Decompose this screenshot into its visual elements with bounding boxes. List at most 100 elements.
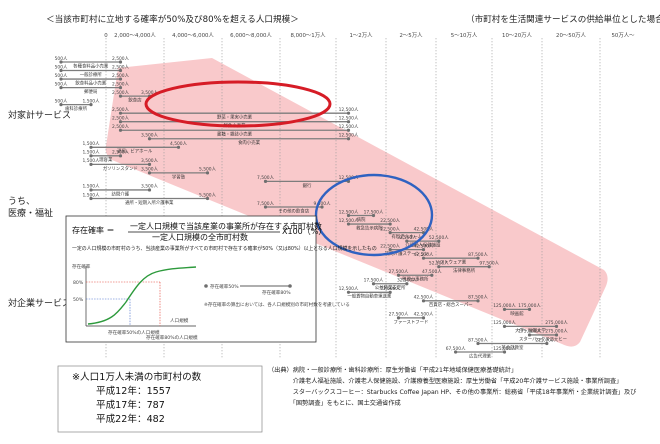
service-p80-point [205, 171, 210, 175]
service-p80-point [554, 324, 559, 329]
service-p50-label: 500人 [55, 64, 68, 70]
mini-x-label: 人口規模 [170, 317, 189, 324]
service-p80-point [527, 307, 532, 311]
service-name: ソフトウェア業 [435, 259, 466, 266]
service-p50-label: 500人 [55, 73, 68, 79]
service-name: 理容業 [99, 156, 113, 163]
service-name: 公共職業安定所 [375, 284, 406, 291]
service-p50-label: 1,500人 [83, 184, 101, 190]
service-p50-label: 87,500人 [468, 337, 488, 343]
stats-title: ※人口1万人未満の市町村の数 [72, 371, 202, 383]
service-name: 広告代理業 [469, 352, 492, 359]
axis-tick-label: 2,000～4,000人 [114, 32, 156, 39]
service-p50-label: 125,000人 [493, 303, 516, 309]
service-name: 法律事務所 [453, 267, 476, 274]
service-p80-label: 225,000人 [536, 337, 559, 343]
service-p50-label: 3,500人 [141, 167, 159, 173]
formula-legend: 存在確率50% 存在確率80% [204, 283, 292, 296]
service-name: 銀行 [303, 182, 312, 189]
service-p50-point [89, 162, 93, 166]
service-p50-point [59, 77, 63, 81]
service-p80-point [205, 196, 210, 201]
service-p80-label: 1,500人 [83, 98, 101, 104]
service-p80-point [346, 137, 351, 141]
service-p80-label: 87,500人 [468, 252, 488, 258]
service-p50-point [263, 179, 268, 184]
highlight-red-oval [144, 80, 332, 128]
service-p80-label: 2,500人 [112, 56, 130, 62]
service-p50-point [118, 128, 123, 132]
axis-tick-label: 6,000～8,000人 [230, 32, 272, 39]
mini-y-80-label: 80% [73, 280, 84, 286]
service-p50-label: 42,500人 [414, 295, 434, 301]
mini-y-label: 存在確率 [72, 263, 91, 270]
mini-x-mark-80: 存在確率80%の人口規模 [146, 334, 198, 341]
service-p50-point [59, 103, 63, 107]
service-p80-label: 2,500人 [112, 64, 130, 70]
service-p80-point [388, 222, 392, 226]
service-p50-label: 1,500人 [83, 150, 101, 156]
service-p50-label: 32,500人 [397, 235, 417, 241]
service-p80-label: 3,500人 [141, 90, 159, 96]
service-name: ファーストフード [394, 319, 429, 325]
source-line-2: 介護老人福祉施設、介護老人保健施設、介護療養型医療施設：厚生労働省「平成20年介… [268, 377, 622, 385]
probability-curve-chart: 存在確率 80% 50% 人口規模 存在確率50%の人口規模 存在確率80%の人… [72, 263, 198, 341]
formula-lhs: 存在確率 ＝ [72, 225, 115, 235]
service-p80-label: 4,500人 [170, 141, 188, 147]
service-p80-label: 42,500人 [414, 226, 434, 232]
service-p80-point [118, 85, 123, 90]
service-p50-point [405, 239, 409, 243]
service-name: 介護老人保健施設 [405, 242, 441, 249]
axis-tick-label: 50万人～ [611, 32, 635, 39]
mini-x-mark-50: 存在確率50%の人口規模 [108, 329, 160, 336]
source-line-4: 「国勢調査」をもとに、国土交通省作成 [268, 399, 401, 407]
chart-right-title: （市町村を生活関連サービスの供給単位とした場合） [466, 13, 660, 25]
axis-tick-label: 2～5万人 [399, 32, 423, 39]
service-p50-point [147, 171, 152, 175]
service-name: 英会話教室 [501, 344, 524, 351]
service-p80-label: 12,500人 [339, 133, 359, 139]
service-p50-label: 67,500人 [446, 346, 466, 352]
service-name: 訪問介護 [111, 190, 129, 197]
service-name: その他の飲食店 [278, 207, 309, 214]
service-p80-label: 12,500人 [339, 124, 359, 130]
service-p80-label: 42,500人 [414, 243, 434, 249]
service-p80-label: 5,500人 [199, 167, 217, 173]
service-p80-point [502, 350, 507, 354]
service-p50-point [89, 145, 93, 149]
service-p80-label: 2,500人 [112, 150, 130, 156]
service-p80-point [89, 103, 93, 107]
service-p50-label: 27,500人 [389, 312, 409, 318]
service-p50-label: 1,500人 [83, 192, 101, 198]
service-name: 通所・短期入所介護事業 [125, 199, 174, 206]
source-line-3: スターバックスコーヒー：Starbucks Coffee Japan HP、その… [268, 388, 637, 396]
category-retail-label: 対家計サービス [8, 109, 71, 121]
service-p80-label: 175,000人 [518, 303, 541, 309]
service-p50-point [147, 137, 152, 141]
service-name: 訪問介護ステーション [385, 250, 429, 257]
formula-denominator: 一定人口規模の全市町村数 [152, 232, 248, 242]
service-p80-point [118, 77, 123, 81]
service-p80-point [346, 120, 351, 124]
chart-left-title: ＜当該市町村に立地する確率が50%及び80%を超える人口規模＞ [46, 13, 299, 25]
service-p80-label: 22,500人 [380, 286, 400, 292]
axis-tick-label: 10～20万人 [502, 32, 533, 39]
service-p80-label: 22,500人 [380, 218, 400, 224]
legend-80-label: 存在確率80% [262, 289, 291, 296]
service-p80-point [430, 273, 434, 277]
service-name: ガソリンスタンド [103, 165, 138, 172]
